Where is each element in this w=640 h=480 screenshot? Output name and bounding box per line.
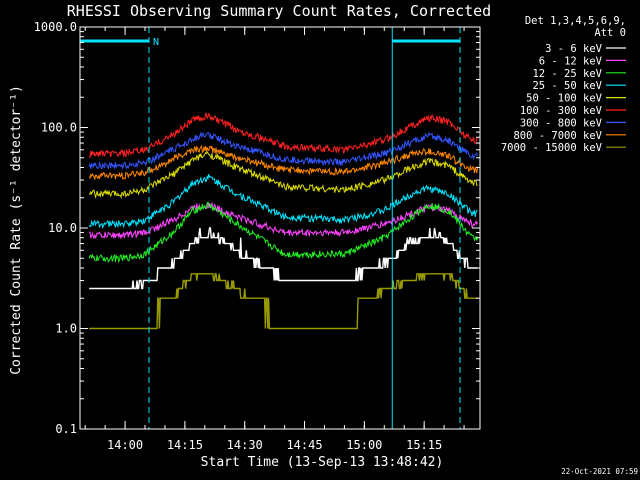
series-line xyxy=(88,173,478,229)
y-axis-label: Corrected Count Rate (s⁻¹ detector⁻¹) xyxy=(9,85,24,375)
series-line xyxy=(88,131,479,171)
series-line xyxy=(88,144,479,180)
legend-entry-label: 6 - 12 keV xyxy=(539,55,603,67)
series-layer xyxy=(88,112,479,330)
series-line xyxy=(88,201,479,263)
night-label: N xyxy=(153,37,159,48)
legend-entry-label: 12 - 25 keV xyxy=(532,68,602,80)
plot-frame xyxy=(79,26,481,430)
x-tick-label: 14:00 xyxy=(107,438,143,452)
legend-entry-label: 100 - 300 keV xyxy=(520,105,603,117)
legend-entry-label: 25 - 50 keV xyxy=(532,80,602,92)
legend-entry-label: 800 - 7000 keV xyxy=(513,130,602,142)
y-tick-label: 1.0 xyxy=(55,322,77,336)
x-tick-label: 15:15 xyxy=(406,438,442,452)
series-line xyxy=(88,112,478,159)
series-line xyxy=(88,201,479,240)
tick-layer: 14:00 14:15 14:30 14:45 15:00 15:15 0.1 1.0 10.0… xyxy=(34,20,480,452)
y-tick-label: 10.0 xyxy=(48,221,77,235)
y-tick-label: 0.1 xyxy=(55,422,77,436)
y-tick-label: 100.0 xyxy=(41,121,77,135)
x-tick-label: 15:00 xyxy=(346,438,382,452)
timestamp: 22-Oct-2021 07:59 xyxy=(561,467,638,476)
x-tick-label: 14:15 xyxy=(167,438,203,452)
series-line xyxy=(89,273,478,330)
x-tick-label: 14:45 xyxy=(286,438,322,452)
legend-header-line-2: Att 0 xyxy=(594,27,626,39)
legend-entry-label: 300 - 800 keV xyxy=(520,117,603,129)
series-line xyxy=(88,150,478,200)
legend-entry-label: 50 - 100 keV xyxy=(526,93,603,105)
chart-title: RHESSI Observing Summary Count Rates, Co… xyxy=(67,2,491,20)
annotation-layer: N xyxy=(79,27,461,429)
x-axis-label: Start Time (13-Sep-13 13:48:42) xyxy=(201,455,444,470)
legend-entry-label: 3 - 6 keV xyxy=(545,43,603,55)
x-tick-label: 14:30 xyxy=(227,438,263,452)
series-line xyxy=(89,227,478,290)
legend-entry-label: 7000 - 15000 keV xyxy=(501,142,603,154)
y-tick-label: 1000.0 xyxy=(34,20,77,34)
legend-header-line-1: Det 1,3,4,5,6,9, xyxy=(525,15,626,27)
